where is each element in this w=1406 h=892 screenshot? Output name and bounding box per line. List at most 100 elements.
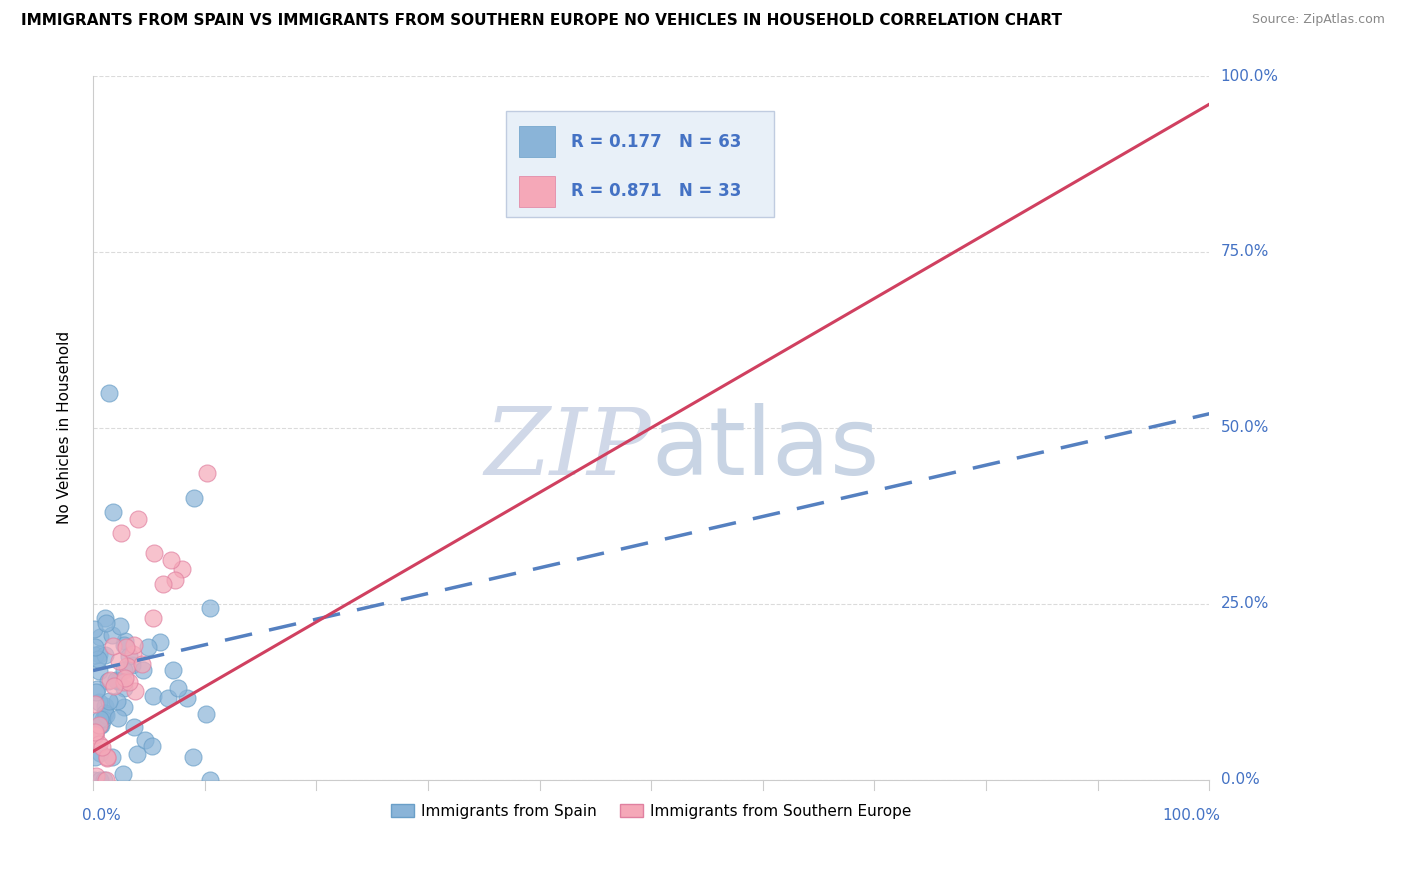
Point <box>87 647 110 661</box>
Point <box>104 673 127 688</box>
Text: R = 0.871   N = 33: R = 0.871 N = 33 <box>571 182 741 200</box>
Point <box>138 640 160 654</box>
Point <box>194 706 217 721</box>
Point <box>121 658 143 673</box>
Text: IMMIGRANTS FROM SPAIN VS IMMIGRANTS FROM SOUTHERN EUROPE NO VEHICLES IN HOUSEHOL: IMMIGRANTS FROM SPAIN VS IMMIGRANTS FROM… <box>21 13 1062 29</box>
Point <box>112 638 135 652</box>
Point <box>87 652 110 666</box>
Point <box>101 628 124 642</box>
Point <box>83 772 105 787</box>
Text: 50.0%: 50.0% <box>1220 420 1268 435</box>
Point <box>157 690 180 705</box>
Point <box>89 746 111 760</box>
Point <box>103 679 125 693</box>
Point <box>112 699 135 714</box>
FancyBboxPatch shape <box>519 176 555 207</box>
Point <box>142 546 165 560</box>
Point <box>107 673 129 688</box>
Point <box>114 634 136 648</box>
Text: 100.0%: 100.0% <box>1163 808 1220 822</box>
Point <box>91 712 114 726</box>
Point <box>152 577 174 591</box>
Text: R = 0.177   N = 63: R = 0.177 N = 63 <box>571 133 741 151</box>
Point <box>167 681 190 695</box>
Point <box>112 767 135 781</box>
Point <box>101 749 124 764</box>
Point <box>84 725 107 739</box>
Point <box>124 638 146 652</box>
Point <box>112 681 135 695</box>
Point <box>97 385 120 400</box>
Point <box>132 663 155 677</box>
Point <box>115 659 138 673</box>
Point <box>89 631 111 645</box>
Point <box>127 747 149 761</box>
Point <box>183 491 205 505</box>
Point <box>84 728 107 742</box>
Point <box>94 772 117 787</box>
Point <box>84 769 107 783</box>
Point <box>181 749 204 764</box>
Text: ZIP: ZIP <box>485 404 651 494</box>
Point <box>86 682 108 697</box>
Point <box>108 654 131 668</box>
Point <box>89 695 111 709</box>
Point <box>89 737 111 751</box>
Point <box>142 611 165 625</box>
Point <box>195 466 218 480</box>
Point <box>122 720 145 734</box>
Point <box>90 739 112 754</box>
Point <box>84 648 107 662</box>
Text: 100.0%: 100.0% <box>1220 69 1278 84</box>
Point <box>114 640 136 654</box>
Point <box>87 664 110 678</box>
Point <box>172 561 194 575</box>
Point <box>83 622 105 636</box>
Text: 25.0%: 25.0% <box>1220 596 1268 611</box>
Point <box>108 619 131 633</box>
Point <box>176 690 198 705</box>
Point <box>114 671 136 685</box>
Point <box>131 657 153 672</box>
Point <box>83 749 105 764</box>
Point <box>87 718 110 732</box>
Point <box>93 698 115 713</box>
Point <box>96 616 118 631</box>
Text: atlas: atlas <box>651 403 880 495</box>
Point <box>94 708 117 723</box>
Text: Source: ZipAtlas.com: Source: ZipAtlas.com <box>1251 13 1385 27</box>
Point <box>96 750 118 764</box>
Point <box>134 733 156 747</box>
Point <box>83 697 105 711</box>
Point <box>107 711 129 725</box>
Point <box>98 694 121 708</box>
Point <box>84 727 107 741</box>
Point <box>84 685 107 699</box>
Point <box>198 772 221 787</box>
Point <box>84 728 107 742</box>
Point <box>89 712 111 726</box>
Point <box>160 553 183 567</box>
Point <box>124 683 146 698</box>
Point <box>110 526 132 541</box>
Point <box>118 649 141 664</box>
Point <box>112 675 135 690</box>
Point <box>94 648 117 662</box>
Text: 0.0%: 0.0% <box>1220 772 1260 787</box>
Point <box>105 694 128 708</box>
Point <box>89 717 111 731</box>
Point <box>121 647 143 661</box>
Point <box>149 635 172 649</box>
Point <box>127 512 149 526</box>
Point <box>141 739 163 753</box>
Point <box>93 772 115 787</box>
Point <box>162 663 184 677</box>
Text: 0.0%: 0.0% <box>82 808 121 822</box>
FancyBboxPatch shape <box>506 112 775 217</box>
Point <box>200 600 222 615</box>
Point <box>103 505 125 519</box>
Point <box>93 611 115 625</box>
Text: 75.0%: 75.0% <box>1220 244 1268 260</box>
Point <box>97 674 120 689</box>
Y-axis label: No Vehicles in Household: No Vehicles in Household <box>58 331 72 524</box>
